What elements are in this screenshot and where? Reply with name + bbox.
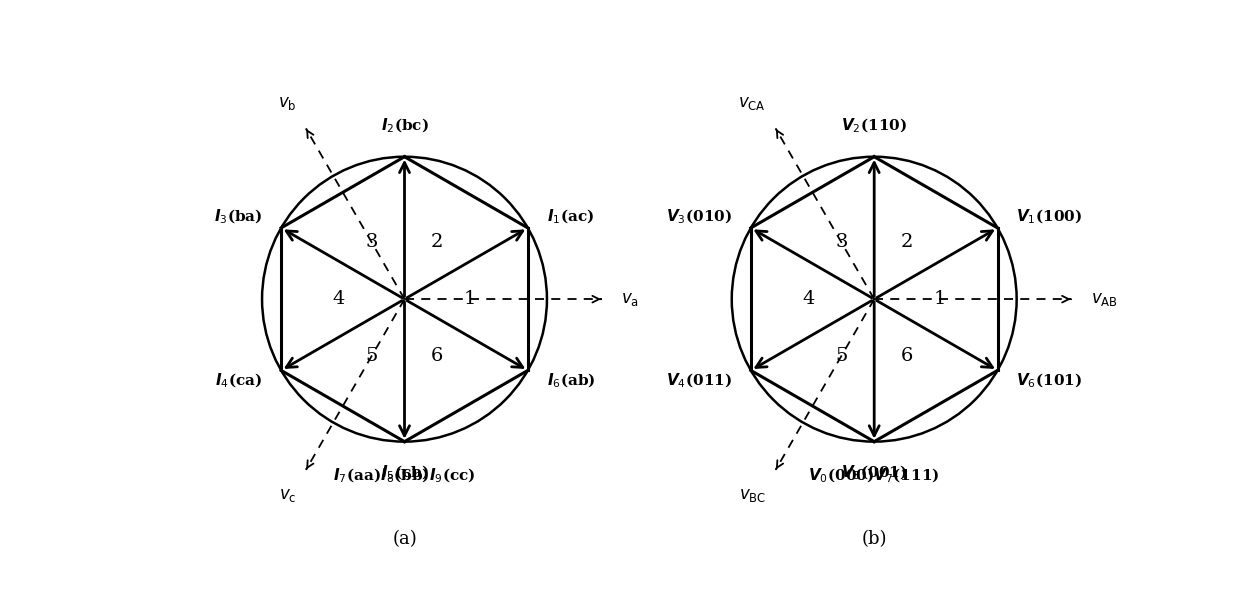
Text: $v_{\mathrm{CA}}$: $v_{\mathrm{CA}}$ [738, 94, 766, 112]
Text: $\boldsymbol{V}_1$(100): $\boldsymbol{V}_1$(100) [1017, 208, 1083, 226]
Text: 1: 1 [464, 290, 476, 308]
Text: 5: 5 [366, 347, 378, 365]
Text: (a): (a) [392, 530, 417, 548]
Text: $v_{\mathrm{a}}$: $v_{\mathrm{a}}$ [621, 291, 639, 308]
Text: $\boldsymbol{I}_5$(cb): $\boldsymbol{I}_5$(cb) [381, 463, 429, 482]
Text: $\boldsymbol{V}_0$(000)$\boldsymbol{V}_7$(111): $\boldsymbol{V}_0$(000)$\boldsymbol{V}_7… [808, 466, 940, 485]
Text: $\boldsymbol{I}_4$(ca): $\boldsymbol{I}_4$(ca) [216, 372, 263, 390]
Text: 4: 4 [802, 290, 815, 308]
Text: $\boldsymbol{V}_5$(001): $\boldsymbol{V}_5$(001) [841, 463, 908, 482]
Text: $v_{\mathrm{AB}}$: $v_{\mathrm{AB}}$ [1091, 291, 1117, 308]
Text: 2: 2 [900, 234, 913, 251]
Text: 1: 1 [934, 290, 946, 308]
Text: $\boldsymbol{V}_4$(011): $\boldsymbol{V}_4$(011) [666, 372, 732, 390]
Text: $\boldsymbol{I}_3$(ba): $\boldsymbol{I}_3$(ba) [213, 208, 263, 226]
Text: 3: 3 [836, 234, 848, 251]
Text: $\boldsymbol{I}_1$(ac): $\boldsymbol{I}_1$(ac) [547, 208, 594, 226]
Text: 6: 6 [900, 347, 913, 365]
Text: $\boldsymbol{I}_6$(ab): $\boldsymbol{I}_6$(ab) [547, 372, 595, 390]
Text: $v_{\mathrm{BC}}$: $v_{\mathrm{BC}}$ [739, 487, 766, 504]
Text: 6: 6 [432, 347, 444, 365]
Text: $\boldsymbol{V}_3$(010): $\boldsymbol{V}_3$(010) [666, 208, 732, 226]
Text: $\boldsymbol{I}_7$(aa)$\boldsymbol{I}_8$(bb)$\boldsymbol{I}_9$(cc): $\boldsymbol{I}_7$(aa)$\boldsymbol{I}_8$… [334, 466, 476, 485]
Text: 5: 5 [836, 347, 848, 365]
Text: $v_{\mathrm{b}}$: $v_{\mathrm{b}}$ [278, 94, 296, 112]
Text: $\boldsymbol{V}_2$(110): $\boldsymbol{V}_2$(110) [841, 116, 908, 135]
Text: 3: 3 [366, 234, 378, 251]
Text: $\boldsymbol{I}_2$(bc): $\boldsymbol{I}_2$(bc) [381, 116, 429, 135]
Text: 2: 2 [432, 234, 444, 251]
Text: $v_{\mathrm{c}}$: $v_{\mathrm{c}}$ [279, 487, 296, 504]
Text: 4: 4 [332, 290, 345, 308]
Text: (b): (b) [862, 530, 887, 548]
Text: $\boldsymbol{V}_6$(101): $\boldsymbol{V}_6$(101) [1017, 372, 1083, 390]
